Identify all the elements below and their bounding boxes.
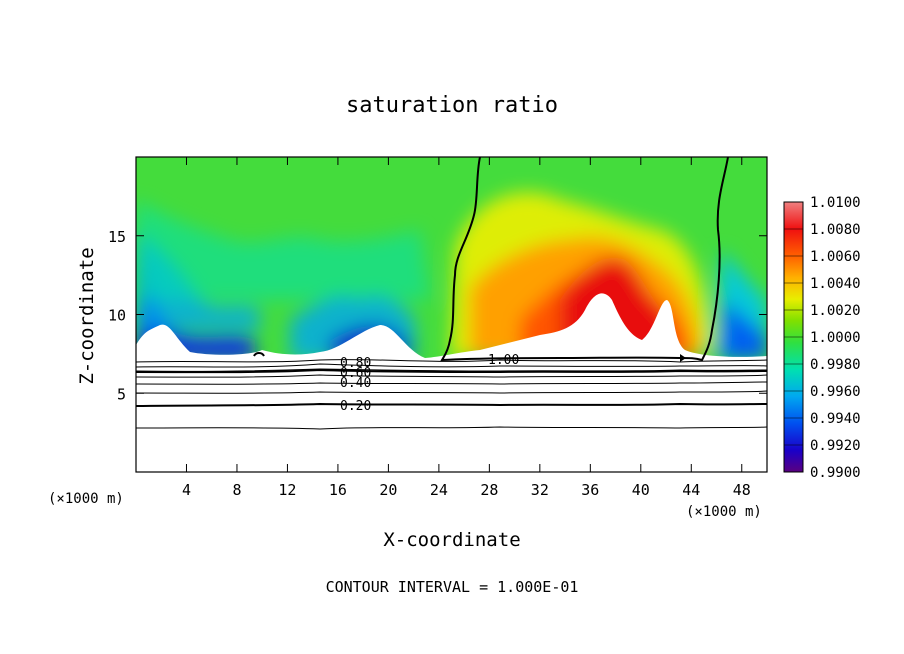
x-tick-label: 48 [733,481,751,499]
colorbar-label: 1.0000 [810,330,861,346]
colorbar-label: 1.0040 [810,276,861,292]
x-tick-label: 8 [232,481,241,499]
x-tick-label: 44 [682,481,700,499]
colorbar-label: 1.0080 [810,222,861,238]
x-tick-label: 20 [379,481,397,499]
x-tick-label: 4 [182,481,191,499]
x-tick-label: 32 [531,481,549,499]
y-tick-label: 10 [108,307,126,325]
y-tick-label: 15 [108,228,126,246]
colorbar-label: 1.0060 [810,249,861,265]
heatmap-field: 0.80 0.60 0.40 0.20 1.00 [136,157,767,472]
colorbar-label: 0.9940 [810,411,861,427]
x-tick-label: 36 [581,481,599,499]
x-axis-label: X-coordinate [383,529,520,551]
contour-interval-note: CONTOUR INTERVAL = 1.000E-01 [326,578,579,596]
contour-label-080: 0.80 [340,356,371,371]
contour-label-040: 0.40 [340,376,371,391]
x-tick-label: 40 [632,481,650,499]
y-tick-label: 5 [117,385,126,403]
x-unit-left: (×1000 m) [48,491,124,507]
y-axis: 5 10 15 [108,228,767,403]
colorbar-label: 0.9920 [810,438,861,454]
x-axis: 4 8 12 16 20 24 28 32 36 40 44 48 [182,157,751,499]
colorbar-label: 0.9900 [810,465,861,481]
contour-label-020: 0.20 [340,399,371,414]
x-tick-label: 28 [480,481,498,499]
contour-label-100: 1.00 [488,353,519,368]
y-axis-label: Z-coordinate [76,247,98,384]
contour-label-060: 0.60 [340,366,371,381]
x-tick-label: 24 [430,481,448,499]
x-tick-label: 12 [278,481,296,499]
colorbar-label: 1.0100 [810,195,861,211]
x-unit-right: (×1000 m) [686,504,762,520]
colorbar-label: 0.9960 [810,384,861,400]
chart-title: saturation ratio [346,93,558,118]
colorbar-ticks: 1.0100 1.0080 1.0060 1.0040 1.0020 1.0000 0.99… [784,195,861,481]
x-tick-label: 16 [329,481,347,499]
colorbar-label: 0.9980 [810,357,861,373]
colorbar-label: 1.0020 [810,303,861,319]
